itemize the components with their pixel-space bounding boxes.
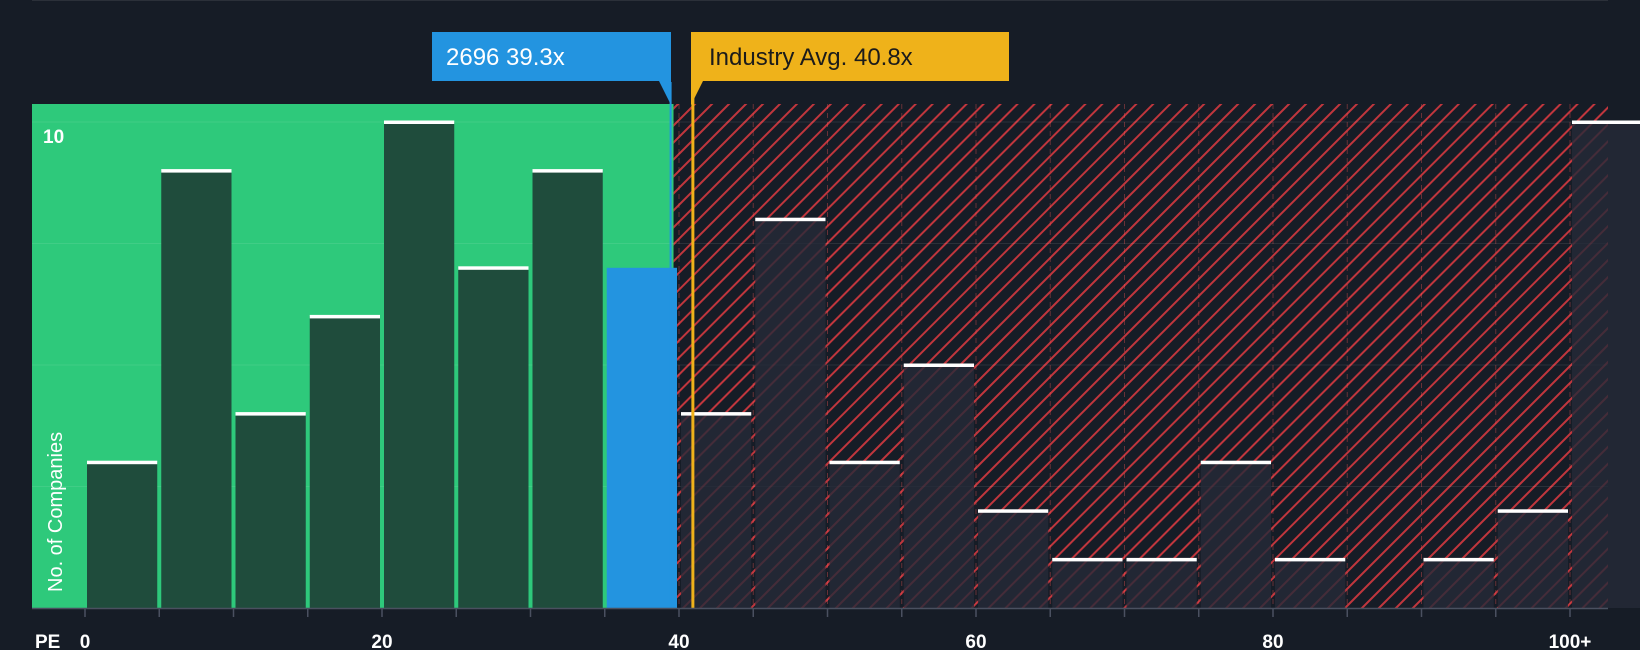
bar-60-65	[978, 510, 1049, 608]
y-tick-label: 10	[43, 127, 64, 148]
bar-55-60	[903, 365, 974, 608]
x-tick-label: 80	[1262, 632, 1283, 650]
bar-70-75	[1126, 559, 1197, 608]
bar-30-35	[532, 170, 603, 608]
company-pe-label: 2696 39.3x	[446, 44, 565, 71]
bar-cap-10-15	[235, 412, 306, 416]
bar-cap-50-55	[829, 460, 900, 465]
bar-cap-75-80	[1200, 460, 1271, 465]
industry-avg-label: Industry Avg. 40.8x	[709, 44, 913, 71]
bar-50-55	[829, 462, 900, 608]
bar-35-40	[606, 267, 677, 608]
x-tick-label: 40	[668, 632, 689, 650]
bar-cap-80-85	[1275, 557, 1346, 562]
bar-cap-90-95	[1423, 557, 1494, 562]
bar-cap-100+	[1572, 120, 1640, 124]
bar-cap-70-75	[1126, 557, 1197, 562]
bar-25-30	[458, 267, 529, 608]
bar-cap-5-10	[161, 169, 232, 173]
bar-95-100	[1497, 510, 1568, 608]
y-axis-ticks: 10	[43, 127, 64, 148]
bar-45-50	[755, 219, 826, 608]
bar-0-5	[87, 462, 158, 608]
bar-cap-40-45	[681, 412, 752, 416]
overvalued-zone	[673, 104, 1608, 608]
bar-cap-15-20	[309, 314, 380, 319]
x-axis-title: PE	[35, 632, 60, 650]
bar-65-70	[1052, 559, 1123, 608]
x-tick-label: 20	[371, 632, 392, 650]
y-axis-title: No. of Companies	[45, 432, 67, 592]
x-tick-label: 100+	[1549, 632, 1592, 650]
bar-cap-30-35	[532, 169, 603, 173]
bar-75-80	[1200, 462, 1271, 608]
company-callout-box	[432, 32, 671, 105]
bar-cap-60-65	[978, 509, 1049, 513]
bar-80-85	[1275, 559, 1346, 608]
bar-90-95	[1423, 559, 1494, 608]
bar-cap-65-70	[1052, 557, 1123, 562]
bar-10-15	[235, 413, 306, 608]
bar-cap-0-5	[87, 460, 158, 465]
bar-cap-20-25	[384, 120, 455, 124]
bar-15-20	[309, 316, 380, 608]
bar-5-10	[161, 170, 232, 608]
x-axis-ticks: 0 20 40 60 80 100+	[80, 608, 1592, 650]
industry-callout-box	[691, 32, 1009, 105]
bar-cap-55-60	[903, 363, 974, 367]
x-tick-label: 60	[965, 632, 986, 650]
bar-20-25	[384, 122, 455, 608]
bar-cap-95-100	[1497, 509, 1568, 513]
company-pe-callout: 2696 39.3x	[432, 32, 671, 105]
industry-avg-callout: Industry Avg. 40.8x	[691, 32, 1009, 105]
bar-cap-45-50	[755, 217, 826, 222]
bar-cap-25-30	[458, 266, 529, 270]
bar-100+	[1572, 122, 1640, 608]
x-tick-label: 0	[80, 632, 91, 650]
